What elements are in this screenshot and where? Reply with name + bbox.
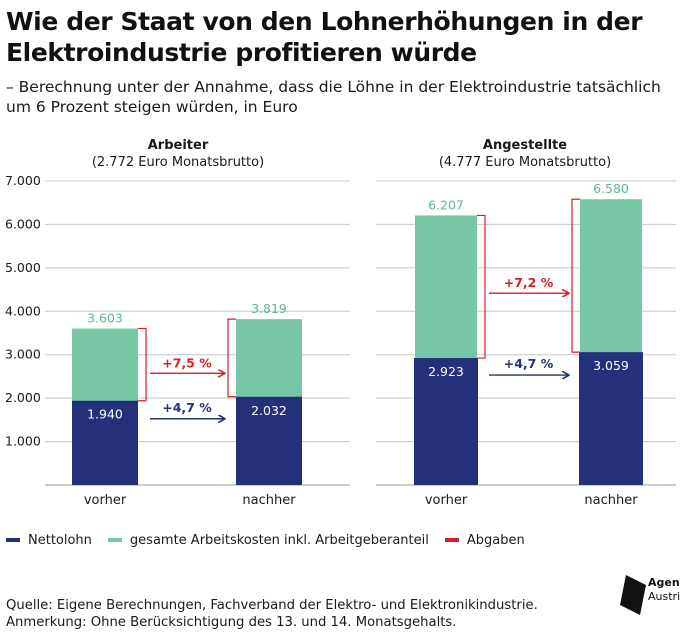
legend: Nettolohn gesamte Arbeitskosten inkl. Ar… xyxy=(6,532,541,548)
chart-subtitle: – Berechnung unter der Annahme, dass die… xyxy=(6,78,661,116)
panel-title: Angestellte xyxy=(483,138,567,153)
panel-title: Arbeiter xyxy=(148,138,209,153)
logo-text-austria: Austria xyxy=(648,590,680,603)
panel-subtitle: (4.777 Euro Monatsbrutto) xyxy=(439,155,611,170)
abgaben-change-label: +7,5 % xyxy=(162,355,212,370)
y-tick-label: 7.000 xyxy=(5,173,41,188)
abgaben-bracket xyxy=(571,198,580,353)
annotation-text: Anmerkung: Ohne Berücksichtigung des 13.… xyxy=(6,615,457,630)
data-label-nettolohn: 2.032 xyxy=(251,403,287,418)
legend-item-arbeitskosten: gesamte Arbeitskosten inkl. Arbeitgebera… xyxy=(107,532,429,548)
legend-swatch-nettolohn xyxy=(6,538,20,542)
source-text: Quelle: Eigene Berechnungen, Fachverband… xyxy=(6,598,538,613)
logo-mark-icon xyxy=(620,575,646,615)
bar-nettolohn xyxy=(72,400,138,485)
legend-label-nettolohn: Nettolohn xyxy=(28,532,92,548)
y-tick-label: 6.000 xyxy=(5,216,41,231)
data-label-nettolohn: 3.059 xyxy=(593,358,629,373)
y-tick-label: 2.000 xyxy=(5,390,41,405)
agenda-austria-logo: Agenda Austria xyxy=(618,573,680,633)
abgaben-change-label: +7,2 % xyxy=(504,275,554,290)
source-note: Quelle: Eigene Berechnungen, Fachverband… xyxy=(6,597,538,631)
abgaben-bracket xyxy=(138,327,147,402)
y-tick-label: 4.000 xyxy=(5,303,41,318)
y-tick-label: 1.000 xyxy=(5,434,41,449)
x-tick-label: vorher xyxy=(84,493,127,508)
data-label-arbeitskosten: 3.819 xyxy=(251,301,287,316)
bar-nettolohn xyxy=(236,396,302,485)
y-tick-label: 5.000 xyxy=(5,260,41,275)
data-label-nettolohn: 1.940 xyxy=(87,407,123,422)
legend-swatch-arbeitskosten xyxy=(107,538,122,542)
data-label-nettolohn: 2.923 xyxy=(428,364,464,379)
legend-item-abgaben: Abgaben xyxy=(444,532,525,548)
legend-label-arbeitskosten: gesamte Arbeitskosten inkl. Arbeitgebera… xyxy=(129,532,429,548)
panel-subtitle: (2.772 Euro Monatsbrutto) xyxy=(92,155,264,170)
netto-change-label: +4,7 % xyxy=(504,356,554,371)
bar-nettolohn xyxy=(579,352,643,485)
legend-item-nettolohn: Nettolohn xyxy=(6,533,92,548)
y-tick-label: 3.000 xyxy=(5,347,41,362)
chart-title: Wie der Staat von den Lohnerhöhungen in … xyxy=(6,7,643,67)
x-tick-label: nachher xyxy=(584,493,638,508)
bar-nettolohn xyxy=(414,358,478,485)
data-label-arbeitskosten: 6.580 xyxy=(593,181,629,196)
logo-text-agenda: Agenda xyxy=(648,576,680,589)
x-tick-label: nachher xyxy=(242,493,296,508)
legend-swatch-abgaben xyxy=(444,538,459,542)
abgaben-bracket xyxy=(227,318,236,398)
abgaben-bracket xyxy=(477,214,486,359)
x-tick-label: vorher xyxy=(425,493,468,508)
netto-change-label: +4,7 % xyxy=(162,400,212,415)
data-label-arbeitskosten: 3.603 xyxy=(87,311,123,326)
data-label-arbeitskosten: 6.207 xyxy=(428,197,464,212)
legend-label-abgaben: Abgaben xyxy=(466,532,525,548)
chart-area: 1.000 2.000 3.000 4.000 5.000 6.000 7.000 Arbei… xyxy=(5,138,676,508)
